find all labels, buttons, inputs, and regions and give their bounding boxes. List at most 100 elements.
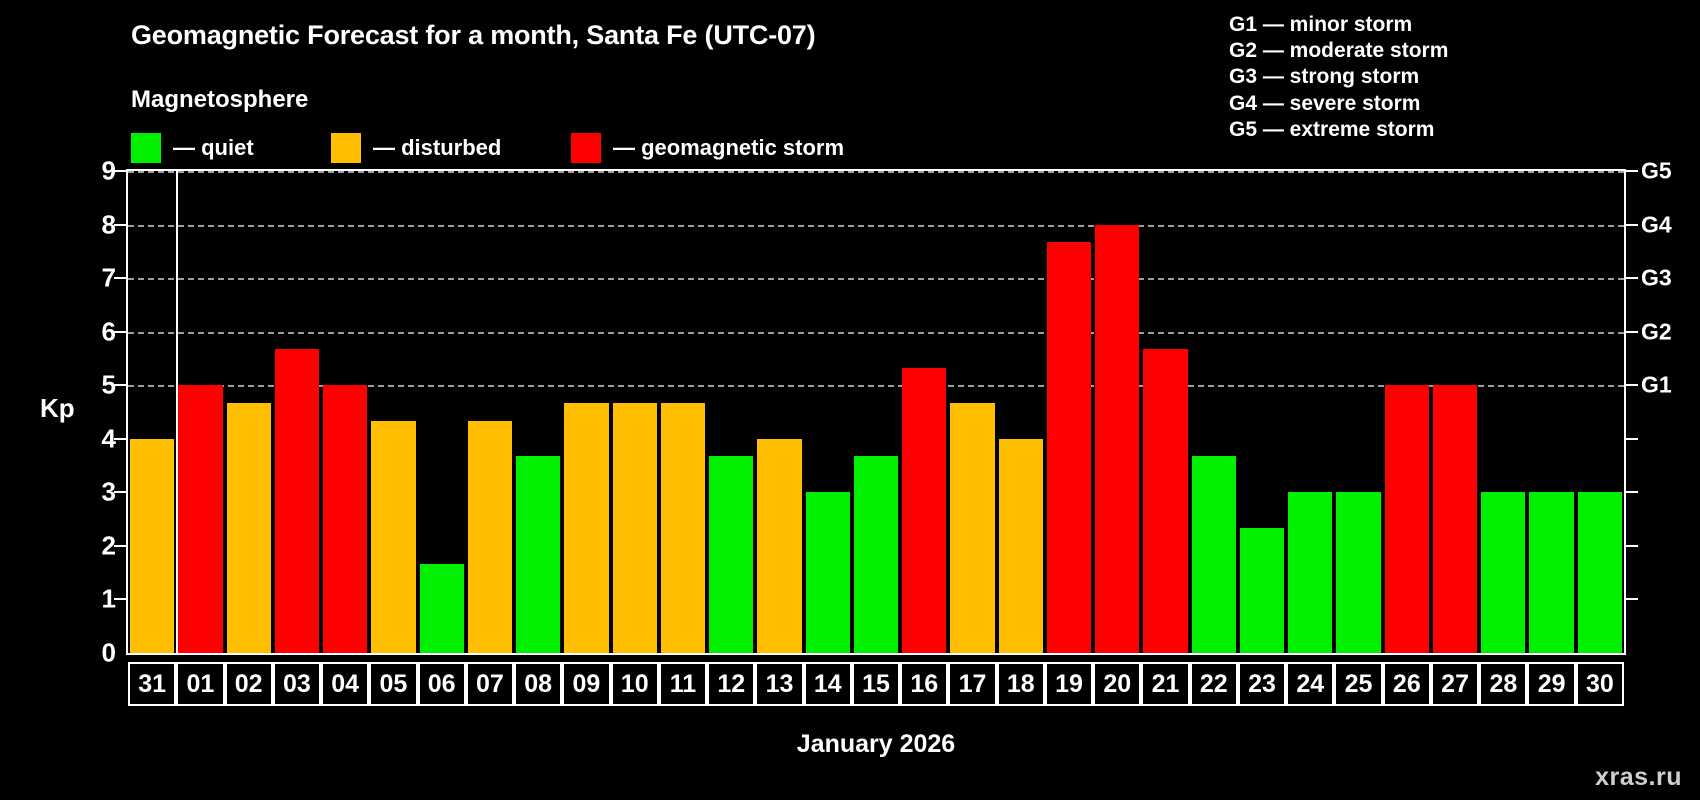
day-label-09[interactable]: 09 xyxy=(562,662,611,706)
bar-day-02 xyxy=(226,402,271,653)
day-label-11[interactable]: 11 xyxy=(658,662,708,706)
g-tick-label-g1: G1 xyxy=(1641,371,1672,398)
previous-month-separator xyxy=(176,171,179,653)
x-axis-day-labels: 31 01 02 03 04 05 06 07 08 09 10 11 12 13 14 15 16 17 18 19… xyxy=(126,662,1626,706)
day-label-03[interactable]: 03 xyxy=(272,662,322,706)
day-label-17[interactable]: 17 xyxy=(948,662,997,706)
day-label-15[interactable]: 15 xyxy=(851,662,901,706)
bar-day-23 xyxy=(1239,528,1285,653)
bar-day-03 xyxy=(274,349,320,653)
bar-day-01 xyxy=(178,385,223,653)
legend-item-disturbed: — disturbed xyxy=(331,133,501,163)
page-title: Geomagnetic Forecast for a month, Santa … xyxy=(131,20,816,50)
y-tick-label-0: 0 xyxy=(101,637,116,668)
magnetosphere-label: Magnetosphere xyxy=(131,86,309,113)
gscale-row-g1: G1 — minor storm xyxy=(1229,13,1413,36)
y-tick-mark-8 xyxy=(114,223,126,226)
day-label-27[interactable]: 27 xyxy=(1430,662,1480,706)
day-label-25[interactable]: 25 xyxy=(1334,662,1383,706)
y-tick-mark-2 xyxy=(114,544,126,547)
legend-item-quiet: — quiet xyxy=(131,133,254,163)
gridline-kp-7 xyxy=(128,278,1624,281)
bar-day-16 xyxy=(902,367,947,653)
y-tick-label-6: 6 xyxy=(101,316,116,347)
g-axis-minor-tick-3 xyxy=(1626,491,1638,494)
bar-day-28 xyxy=(1481,492,1526,653)
y-tick-label-8: 8 xyxy=(101,209,116,240)
y-tick-label-9: 9 xyxy=(101,155,116,186)
g-tick-mark-g2 xyxy=(1626,330,1638,333)
gscale-row-g5: G5 — extreme storm xyxy=(1229,117,1435,141)
g-tick-mark-g3 xyxy=(1626,277,1638,280)
day-label-31[interactable]: 31 xyxy=(128,662,177,706)
y-tick-mark-1 xyxy=(114,598,126,601)
y-tick-mark-9 xyxy=(114,170,126,172)
y-tick-label-2: 2 xyxy=(101,530,116,561)
day-label-23[interactable]: 23 xyxy=(1237,662,1287,706)
bar-day-21 xyxy=(1143,349,1188,653)
day-label-18[interactable]: 18 xyxy=(996,662,1045,706)
day-label-06[interactable]: 06 xyxy=(417,662,466,706)
y-tick-label-7: 7 xyxy=(101,262,116,293)
bar-day-12 xyxy=(709,456,754,653)
y-tick-mark-5 xyxy=(114,384,126,387)
day-label-16[interactable]: 16 xyxy=(900,662,949,706)
bar-day-31 xyxy=(130,438,175,653)
bar-day-20 xyxy=(1095,224,1140,653)
day-label-24[interactable]: 24 xyxy=(1286,662,1335,706)
bar-day-13 xyxy=(757,438,802,653)
day-label-01[interactable]: 01 xyxy=(176,662,225,706)
day-label-04[interactable]: 04 xyxy=(321,662,370,706)
legend-swatch-quiet-icon xyxy=(131,133,161,163)
gscale-row-g4: G4 — severe storm xyxy=(1229,91,1421,115)
legend-label-geomagnetic-storm: — geomagnetic storm xyxy=(613,135,845,160)
day-label-30[interactable]: 30 xyxy=(1575,662,1624,706)
day-label-08[interactable]: 08 xyxy=(514,662,563,706)
bar-day-25 xyxy=(1336,492,1381,653)
day-label-28[interactable]: 28 xyxy=(1479,662,1528,706)
g-tick-label-g5: G5 xyxy=(1641,157,1672,184)
day-label-10[interactable]: 10 xyxy=(610,662,659,706)
bar-day-06 xyxy=(419,563,464,653)
day-label-21[interactable]: 21 xyxy=(1141,662,1190,706)
gridline-kp-9 xyxy=(128,171,1624,173)
day-label-02[interactable]: 02 xyxy=(224,662,273,706)
bar-day-19 xyxy=(1046,242,1092,653)
bar-day-07 xyxy=(467,421,513,653)
day-label-12[interactable]: 12 xyxy=(707,662,756,706)
plot-area xyxy=(126,169,1626,655)
g-axis-minor-tick-2 xyxy=(1626,544,1638,547)
y-tick-label-5: 5 xyxy=(101,369,116,400)
day-label-22[interactable]: 22 xyxy=(1189,662,1238,706)
day-label-20[interactable]: 20 xyxy=(1093,662,1142,706)
legend-item-geomagnetic-storm: — geomagnetic storm xyxy=(571,133,844,163)
gscale-row-g2: G2 — moderate storm xyxy=(1229,39,1449,63)
legend-swatch-geomagnetic-storm-icon xyxy=(571,133,601,163)
bar-day-15 xyxy=(853,456,899,653)
legend-label-quiet: — quiet xyxy=(173,135,254,160)
g-scale-legend: G1 — minor storm G2 — moderate storm G3 — … xyxy=(1229,12,1448,143)
bar-day-14 xyxy=(805,492,850,653)
day-label-26[interactable]: 26 xyxy=(1382,662,1431,706)
x-axis-title: January 2026 xyxy=(796,730,956,758)
day-label-29[interactable]: 29 xyxy=(1527,662,1576,706)
bar-day-10 xyxy=(612,402,657,653)
day-label-14[interactable]: 14 xyxy=(803,662,852,706)
day-label-07[interactable]: 07 xyxy=(465,662,515,706)
y-axis-title: Kp xyxy=(40,393,75,423)
bar-day-05 xyxy=(371,421,416,653)
day-label-13[interactable]: 13 xyxy=(755,662,804,706)
day-label-19[interactable]: 19 xyxy=(1044,662,1094,706)
g-tick-mark-g1 xyxy=(1626,384,1638,387)
y-tick-mark-7 xyxy=(114,277,126,280)
day-label-05[interactable]: 05 xyxy=(369,662,418,706)
y-tick-label-3: 3 xyxy=(101,476,116,507)
g-tick-label-g3: G3 xyxy=(1641,264,1672,291)
gridline-kp-5 xyxy=(128,385,1624,388)
gscale-row-g3: G3 — strong storm xyxy=(1229,65,1420,89)
bar-day-22 xyxy=(1191,456,1236,653)
y-tick-mark-4 xyxy=(114,437,126,440)
bar-day-18 xyxy=(998,438,1043,653)
g-axis-minor-tick-1 xyxy=(1626,598,1638,601)
bar-day-09 xyxy=(564,402,609,653)
